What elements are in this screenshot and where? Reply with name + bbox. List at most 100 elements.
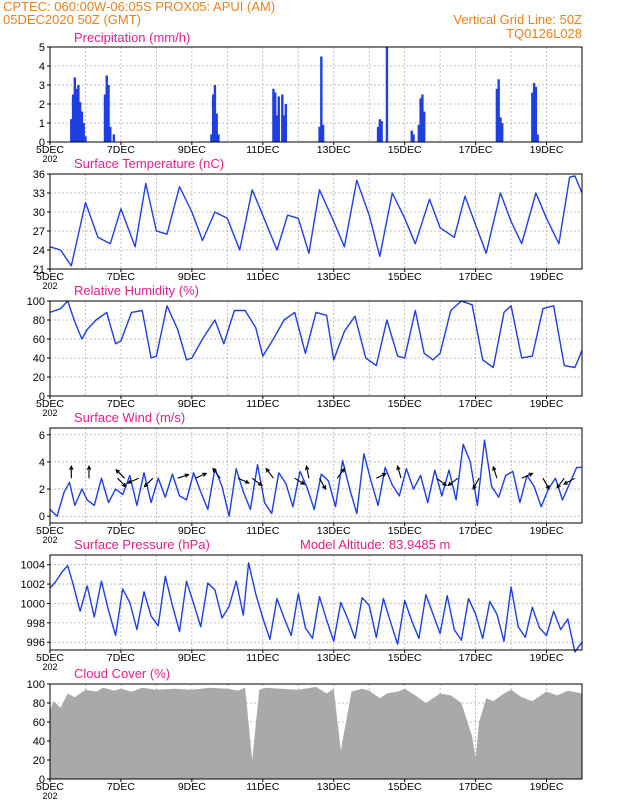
panel-4: 0 2 4 6 5DEC 7DEC 9DEC 11DEC 13DEC 15DEC 17DEC 19DE… <box>36 410 583 545</box>
x-year-label: 202 <box>42 408 57 418</box>
wind-arrow <box>472 477 480 491</box>
x-tick-label: 7DEC <box>107 652 135 664</box>
wind-arrow <box>319 477 327 491</box>
precip-bar <box>501 123 504 142</box>
x-tick-label: 5DEC <box>36 525 64 537</box>
x-tick-label: 9DEC <box>178 652 206 664</box>
x-tick-label: 15DEC <box>388 144 422 156</box>
y-tick-label: 0 <box>39 774 45 786</box>
y-tick-label: 21 <box>33 264 45 276</box>
y-tick-label: 0 <box>39 137 45 149</box>
y-tick-label: 36 <box>33 169 45 181</box>
precip-bar <box>410 130 413 142</box>
y-tick-label: 30 <box>33 207 45 219</box>
y-tick-label: 1004 <box>21 560 45 572</box>
x-tick-label: 13DEC <box>317 781 351 793</box>
wind-arrow <box>143 477 154 488</box>
series-line <box>49 562 583 653</box>
precip-bar <box>75 88 78 142</box>
y-tick-label: 100 <box>27 296 45 308</box>
precip-bar <box>109 126 112 142</box>
y-tick-label: 2 <box>39 484 45 496</box>
header-source-line: CPTEC: 060:00W-06:05S PROX05: APUI (AM) <box>3 0 276 14</box>
precip-bar <box>275 115 279 142</box>
x-tick-label: 11DEC <box>246 271 279 283</box>
x-year-label: 202 <box>42 662 57 672</box>
x-tick-label: 13DEC <box>317 271 351 283</box>
y-tick-label: 24 <box>33 245 45 257</box>
header-date-line: 05DEC2020 50Z (GMT) <box>3 12 141 27</box>
x-tick-label: 13DEC <box>317 652 351 664</box>
y-tick-label: 40 <box>33 353 45 365</box>
wind-arrow <box>126 477 139 484</box>
precip-bar <box>210 134 213 142</box>
precip-bar <box>499 117 502 142</box>
wind-arrow <box>556 477 565 489</box>
precip-bar <box>422 111 426 142</box>
wind-arrow <box>492 465 498 479</box>
series-line <box>49 175 583 267</box>
precip-bar <box>107 85 110 142</box>
precip-bar <box>217 134 220 142</box>
precip-bar <box>320 56 323 142</box>
wind-arrow <box>265 467 274 479</box>
y-tick-label: 996 <box>27 637 45 649</box>
x-tick-label: 17DEC <box>459 652 493 664</box>
precip-bar <box>412 134 415 142</box>
precip-bar <box>284 104 288 142</box>
x-tick-label: 17DEC <box>459 144 493 156</box>
x-tick-label: 17DEC <box>459 271 493 283</box>
x-tick-label: 15DEC <box>388 781 422 793</box>
x-tick-label: 19DEC <box>530 144 564 156</box>
header-grid-note: Vertical Grid Line: 50Z <box>453 12 582 27</box>
y-tick-label: 20 <box>33 372 45 384</box>
wind-arrow <box>436 477 448 487</box>
precip-bar <box>274 92 277 142</box>
y-tick-label: 27 <box>33 226 45 238</box>
y-tick-label: 0 <box>39 391 45 403</box>
precip-bar <box>380 121 383 142</box>
y-tick-label: 5 <box>39 42 45 54</box>
y-tick-label: 1 <box>39 118 45 130</box>
x-tick-label: 7DEC <box>107 398 135 410</box>
wind-arrow <box>195 472 208 479</box>
precip-bar <box>534 86 538 142</box>
panel-title: Relative Humidity (%) <box>74 283 199 298</box>
y-tick-label: 40 <box>33 736 45 748</box>
precip-bar <box>213 85 217 142</box>
header-model-id: TQ0126L028 <box>506 26 582 41</box>
wind-arrow <box>212 467 221 479</box>
precip-bar <box>112 134 116 142</box>
y-tick-label: 3 <box>39 80 45 92</box>
x-tick-label: 15DEC <box>388 652 422 664</box>
precip-bar <box>103 94 107 142</box>
panel-annotation: Model Altitude: 83.9485 m <box>300 537 450 552</box>
x-tick-label: 5DEC <box>36 652 64 664</box>
wind-arrow <box>117 477 127 488</box>
precip-bar <box>318 126 321 142</box>
wind-arrow <box>294 477 306 485</box>
precip-bar <box>77 85 80 142</box>
x-tick-label: 17DEC <box>459 525 493 537</box>
x-tick-label: 9DEC <box>178 144 206 156</box>
precip-bar <box>73 77 77 142</box>
precip-bar <box>536 134 539 142</box>
y-tick-label: 4 <box>39 61 45 73</box>
y-tick-label: 4 <box>39 457 45 469</box>
x-tick-label: 11DEC <box>246 398 279 410</box>
panel-5: 996 998 1000 1002 1004 5DEC 7DEC 9DEC 11DEC 13DEC… <box>21 537 583 672</box>
series-line <box>49 439 582 517</box>
x-tick-label: 9DEC <box>178 271 206 283</box>
x-tick-label: 15DEC <box>388 271 422 283</box>
x-tick-label: 15DEC <box>388 525 422 537</box>
x-tick-label: 7DEC <box>107 525 135 537</box>
panel-title: Cloud Cover (%) <box>74 666 170 681</box>
x-tick-label: 17DEC <box>459 781 493 793</box>
precip-bar <box>78 102 82 142</box>
wind-arrow <box>447 477 459 487</box>
x-tick-label: 19DEC <box>530 652 564 664</box>
y-tick-label: 100 <box>27 679 45 691</box>
x-tick-label: 13DEC <box>317 525 351 537</box>
x-tick-label: 15DEC <box>388 398 422 410</box>
